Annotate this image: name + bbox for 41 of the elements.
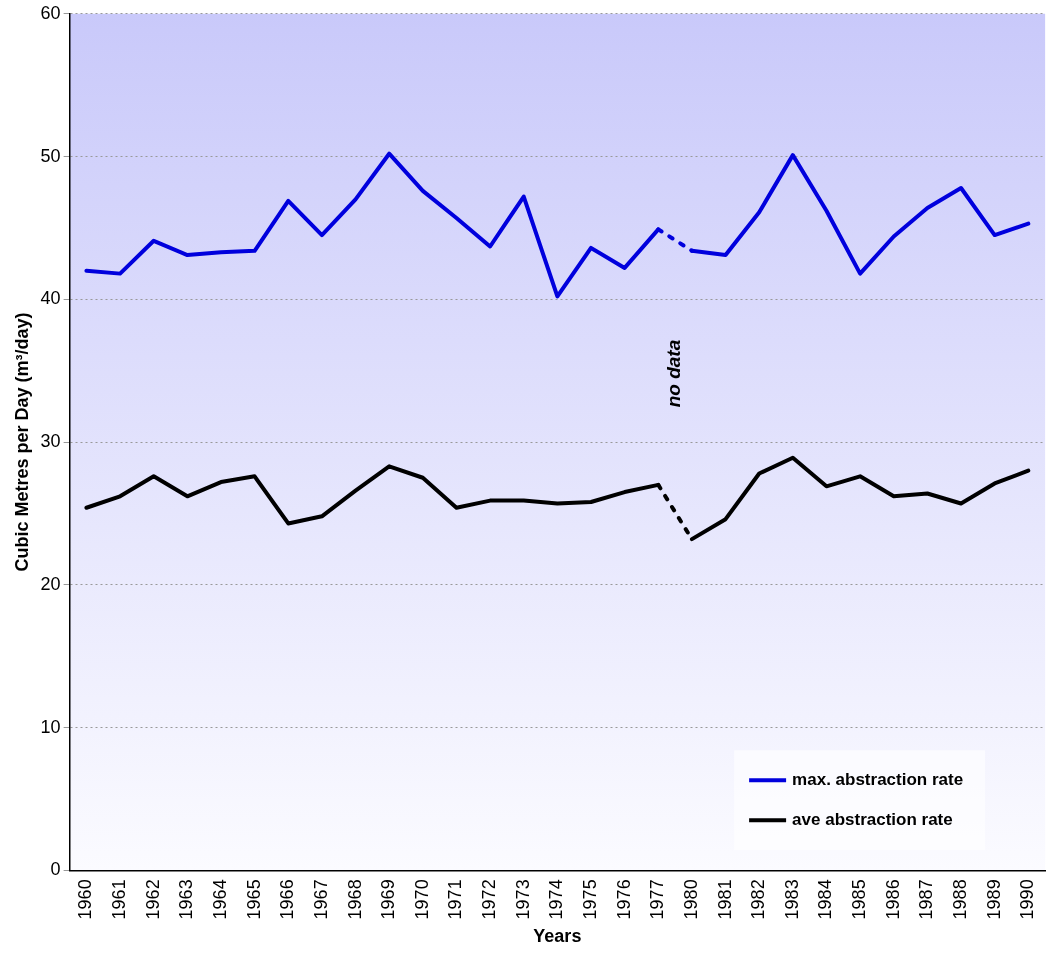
x-tick-label: 1987 [916, 879, 937, 920]
x-tick-label: 1988 [949, 879, 970, 920]
x-tick-label: 1966 [277, 879, 298, 920]
x-tick-label: 1980 [680, 879, 701, 920]
x-tick-label: 1976 [613, 879, 634, 920]
x-tick-label: 1962 [142, 879, 163, 920]
legend-label: max. abstraction rate [792, 770, 964, 790]
y-tick-label: 10 [40, 716, 61, 737]
x-tick-label: 1984 [815, 879, 836, 920]
y-tick-label: 50 [40, 145, 61, 166]
x-tick-label: 1990 [1017, 879, 1038, 920]
x-tick-label: 1985 [849, 879, 870, 920]
legend-label: ave abstraction rate [792, 810, 953, 830]
x-tick-label: 1975 [579, 879, 600, 920]
x-tick-label: 1965 [243, 879, 264, 920]
x-tick-label: 1972 [479, 879, 500, 920]
x-tick-label: 1960 [75, 879, 96, 920]
x-tick-label: 1974 [546, 879, 567, 920]
x-tick-label: 1964 [209, 879, 230, 920]
x-tick-label: 1963 [176, 879, 197, 920]
y-tick-label: 20 [40, 573, 61, 594]
y-axis-title: Cubic Metres per Day (m³/day) [11, 312, 32, 572]
x-tick-label: 1986 [882, 879, 903, 920]
x-tick-label: 1961 [109, 879, 130, 920]
x-tick-label: 1967 [310, 879, 331, 920]
x-tick-label: 1977 [647, 879, 668, 920]
x-tick-label: 1973 [512, 879, 533, 920]
y-tick-label: 60 [40, 2, 61, 23]
x-axis-title: Years [533, 926, 582, 947]
x-tick-label: 1989 [983, 879, 1004, 920]
x-tick-label: 1971 [445, 879, 466, 920]
x-tick-label: 1981 [714, 879, 735, 920]
annotation: no data [663, 339, 685, 408]
x-tick-label: 1970 [411, 879, 432, 920]
x-tick-label: 1983 [781, 879, 802, 920]
x-tick-label: 1968 [344, 879, 365, 920]
y-tick-label: 0 [50, 859, 61, 880]
y-tick-label: 40 [40, 288, 61, 309]
x-tick-label: 1969 [378, 879, 399, 920]
x-tick-label: 1982 [748, 879, 769, 920]
y-tick-label: 30 [40, 431, 61, 452]
